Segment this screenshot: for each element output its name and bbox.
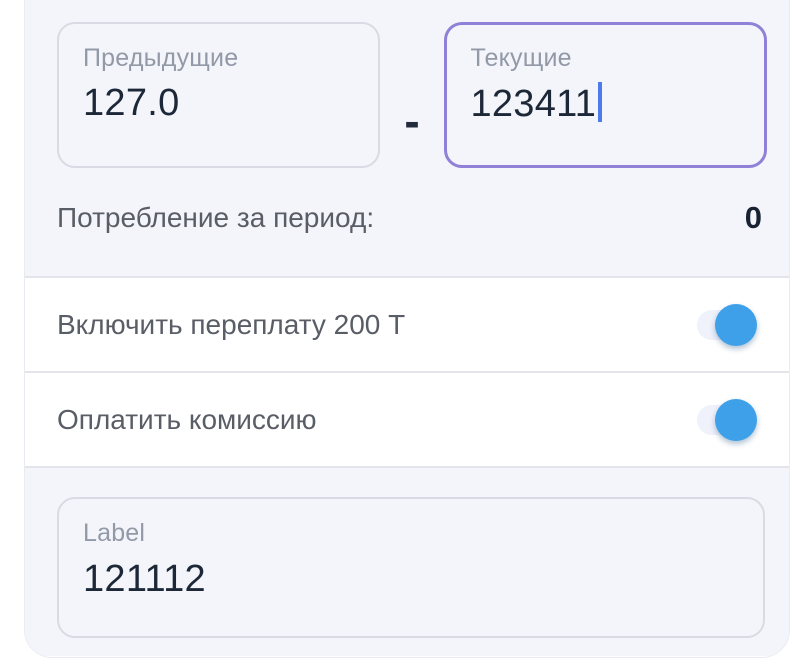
meter-readings-section: Предыдущие 127.0 - Текущие 123411 Потреб… [25,0,789,276]
consumption-value: 0 [744,200,762,235]
amount-section: Label 121112 [25,468,789,656]
divider [25,371,789,373]
amount-field-value[interactable]: 121112 [83,558,206,600]
payment-form-card: Предыдущие 127.0 - Текущие 123411 Потреб… [24,0,790,658]
commission-toggle-switch[interactable] [697,398,757,441]
readings-fields-row: Предыдущие 127.0 - Текущие 123411 [57,22,767,168]
current-reading-field[interactable]: Текущие 123411 [444,22,767,168]
toggle-thumb [715,398,757,441]
previous-reading-value[interactable]: 127.0 [83,82,180,124]
overpayment-toggle-row[interactable]: Включить переплату 200 Т [25,278,789,371]
consumption-label: Потребление за период: [57,202,375,233]
divider [25,466,789,468]
amount-field-label: Label [83,519,146,547]
toggle-thumb [715,303,757,346]
consumption-summary-row: Потребление за период: 0 [57,200,767,236]
previous-reading-field[interactable]: Предыдущие 127.0 [57,22,380,168]
overpayment-toggle-switch[interactable] [697,303,757,346]
divider [25,276,789,278]
text-cursor [598,82,603,122]
current-reading-label: Текущие [470,44,572,72]
readings-separator: - [380,22,445,168]
commission-toggle-label: Оплатить комиссию [57,403,317,435]
commission-toggle-row[interactable]: Оплатить комиссию [25,373,789,466]
previous-reading-label: Предыдущие [83,44,239,72]
current-reading-text: 123411 [470,83,597,125]
current-reading-value[interactable]: 123411 [470,82,741,126]
minus-sign: - [404,95,420,147]
amount-field[interactable]: Label 121112 [57,497,765,638]
overpayment-toggle-label: Включить переплату 200 Т [57,308,406,340]
